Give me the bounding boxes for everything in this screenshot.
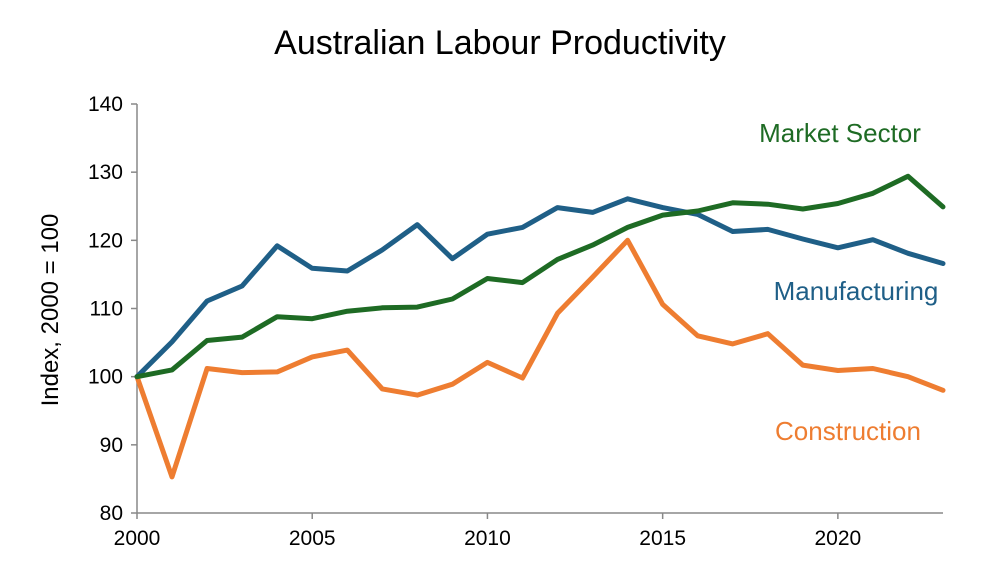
y-tick-label: 120 <box>88 229 123 252</box>
y-tick-label: 110 <box>90 298 123 321</box>
series-line-market-sector <box>134 173 946 380</box>
series-lines <box>134 173 946 480</box>
x-tick-label: 2020 <box>815 527 862 550</box>
series-label-manufacturing: Manufacturing <box>774 276 939 306</box>
y-tick-label: 130 <box>88 161 123 184</box>
y-axis-label: Index, 2000 = 100 <box>37 214 64 407</box>
y-tick-label: 80 <box>100 502 123 525</box>
y-tick-label: 140 <box>88 93 123 116</box>
series-labels: Market Sector Manufacturing Construction <box>759 118 938 446</box>
series-label-market-sector: Market Sector <box>759 118 921 148</box>
axes: 80 90 100 110 120 130 140 2000 2005 2010 2015 2020 <box>88 93 943 550</box>
y-tick-label: 90 <box>100 434 123 457</box>
x-tick-label: 2005 <box>289 527 336 550</box>
x-tick-label: 2010 <box>464 527 511 550</box>
series-line-construction <box>134 237 946 480</box>
y-tick-label: 100 <box>88 366 123 389</box>
x-tick-label: 2000 <box>114 527 161 550</box>
series-line-manufacturing <box>134 196 946 380</box>
x-tick-label: 2015 <box>639 527 686 550</box>
chart-title: Australian Labour Productivity <box>274 24 726 62</box>
series-label-construction: Construction <box>775 416 921 446</box>
